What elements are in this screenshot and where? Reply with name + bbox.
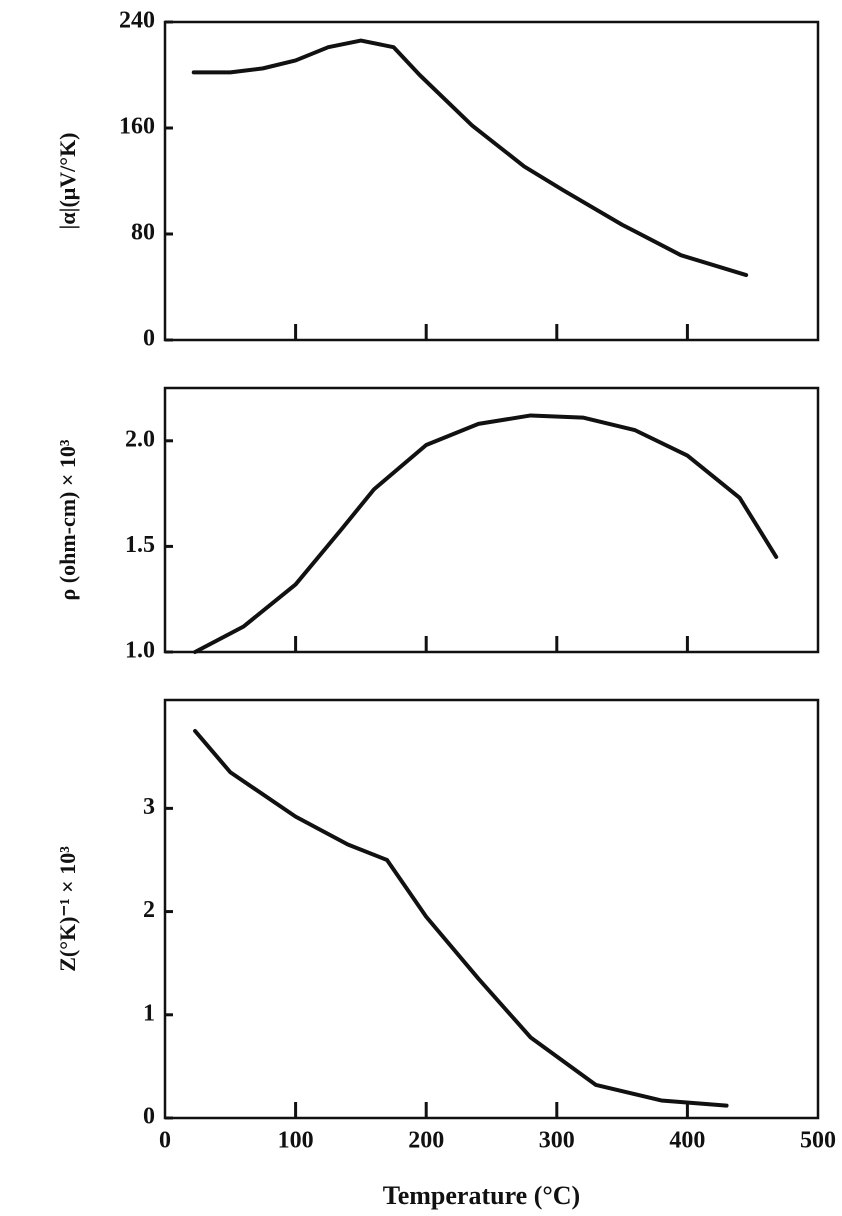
data-line (193, 728, 729, 1108)
data-line (191, 38, 749, 278)
x-axis-title: Temperature (°C) (383, 1181, 580, 1210)
y-tick-label: 0 (143, 1104, 155, 1130)
data-line (193, 413, 779, 654)
y-tick-label: 2 (143, 897, 155, 923)
plot-frame (163, 20, 820, 342)
y-tick-label: 2.0 (125, 426, 155, 452)
x-tick-label: 500 (800, 1128, 836, 1154)
x-tick-label: 0 (159, 1128, 171, 1154)
plot-frame (163, 698, 820, 1120)
x-tick-label: 300 (539, 1128, 575, 1154)
plot-frame (163, 386, 820, 654)
y-tick-label: 1.0 (125, 638, 155, 664)
y-tick-label: 240 (119, 8, 155, 34)
y-axis-title: |α|(μV/°K) (55, 132, 80, 229)
x-tick-label: 200 (408, 1128, 444, 1154)
y-axis-title: ρ (ohm-cm) × 10³ (55, 439, 80, 600)
y-tick-label: 1.5 (125, 532, 155, 558)
x-tick-label: 100 (278, 1128, 314, 1154)
y-tick-label: 160 (119, 114, 155, 140)
y-tick-label: 0 (143, 326, 155, 352)
y-tick-label: 1 (143, 1000, 155, 1026)
y-axis-title: Z(°K)⁻¹ × 10³ (55, 846, 80, 972)
x-tick-label: 400 (669, 1128, 705, 1154)
y-tick-label: 3 (143, 794, 155, 820)
y-tick-label: 80 (131, 220, 155, 246)
